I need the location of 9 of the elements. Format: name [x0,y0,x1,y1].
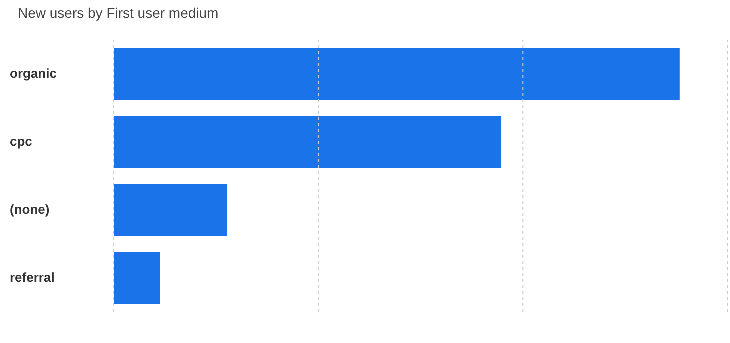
y-tick-label: referral [10,270,55,285]
y-tick-label: cpc [10,134,32,149]
bar [114,184,228,236]
bar [114,116,502,168]
chart-title: New users by First user medium [18,5,219,21]
bar [114,252,160,304]
y-tick-label: organic [10,66,57,81]
bar [114,48,680,100]
y-tick-label: (none) [10,202,50,217]
